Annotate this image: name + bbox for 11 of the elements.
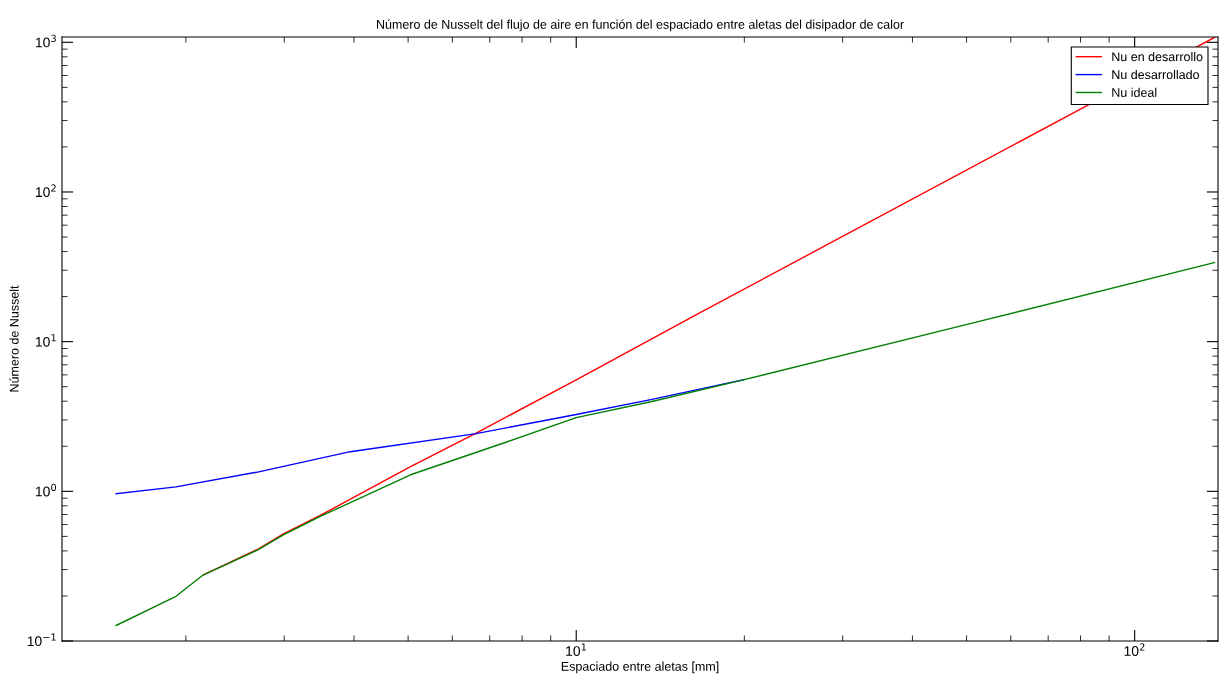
x-axis-title: Espaciado entre aletas [mm] <box>561 661 719 674</box>
legend-label: Nu desarrollado <box>1112 69 1200 80</box>
y-tick-label: 10$^{1}$ <box>35 334 56 347</box>
y-tick-label: 10$^{2}$ <box>35 184 56 198</box>
legend-label: Nu en desarrollo <box>1112 52 1203 62</box>
y-tick-label: 10$^{3}$ <box>35 34 56 48</box>
y-tick-label: 10$^{−1}$ <box>27 633 56 647</box>
y-tick-label: 10$^{0}$ <box>35 483 57 497</box>
y-axis-title: Número de Nusselt <box>9 285 19 392</box>
chart-title: Número de Nusselt del flujo de aire en función del espaciado entre aletas del disipador de calor <box>376 19 904 32</box>
legend-label: Nu ideal <box>1112 87 1157 97</box>
